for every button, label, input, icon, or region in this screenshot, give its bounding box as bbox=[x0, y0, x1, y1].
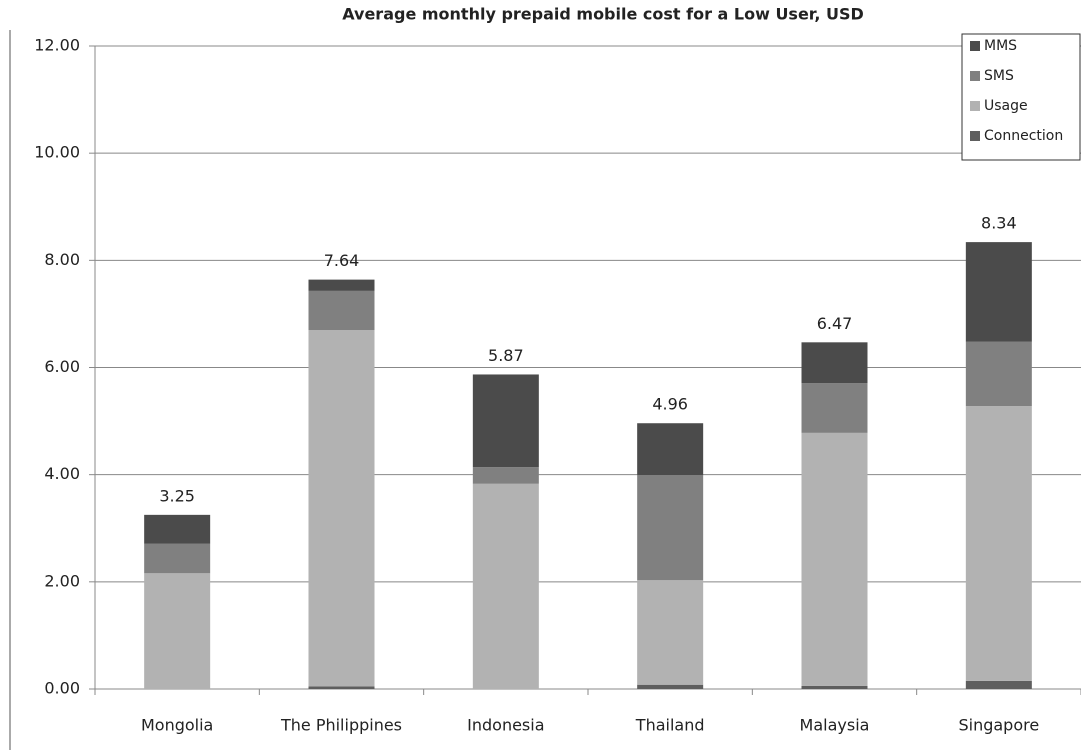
x-tick-label: Thailand bbox=[635, 716, 705, 735]
bar-segment bbox=[965, 406, 1032, 681]
bar-segment bbox=[637, 684, 704, 689]
bar-segment bbox=[472, 374, 539, 468]
bar-segment bbox=[472, 467, 539, 484]
x-tick-label: Singapore bbox=[958, 716, 1039, 735]
total-label: 3.25 bbox=[159, 486, 195, 505]
bar-segment bbox=[308, 686, 375, 689]
x-tick-label: Indonesia bbox=[467, 716, 544, 735]
bar-segment bbox=[144, 543, 211, 574]
bar-segment bbox=[308, 279, 375, 291]
legend-swatch bbox=[970, 71, 980, 81]
legend-swatch bbox=[970, 131, 980, 141]
bar-segment bbox=[472, 483, 539, 689]
x-tick-label: The Philippines bbox=[280, 716, 402, 735]
bar-segment bbox=[801, 342, 868, 384]
total-label: 5.87 bbox=[488, 346, 524, 365]
legend-swatch bbox=[970, 101, 980, 111]
total-label: 7.64 bbox=[324, 251, 360, 270]
bar-segment bbox=[637, 580, 704, 685]
x-tick-label: Mongolia bbox=[141, 716, 213, 735]
y-tick-label: 4.00 bbox=[44, 464, 80, 483]
legend-label: Usage bbox=[984, 98, 1028, 114]
total-label: 6.47 bbox=[817, 314, 853, 333]
bar-segment bbox=[965, 242, 1032, 342]
legend-label: MMS bbox=[984, 38, 1017, 54]
y-tick-label: 12.00 bbox=[34, 36, 80, 55]
y-tick-label: 2.00 bbox=[44, 571, 80, 590]
bar-segment bbox=[801, 432, 868, 686]
bar-segment bbox=[144, 514, 211, 544]
bar-segment bbox=[637, 423, 704, 476]
y-tick-label: 0.00 bbox=[44, 679, 80, 698]
bar-segment bbox=[308, 290, 375, 330]
legend-swatch bbox=[970, 41, 980, 51]
bar-segment bbox=[965, 341, 1032, 407]
legend-label: Connection bbox=[984, 128, 1063, 144]
legend-label: SMS bbox=[984, 68, 1014, 84]
x-tick-label: Malaysia bbox=[800, 716, 870, 735]
bar-segment bbox=[965, 680, 1032, 689]
bar-segment bbox=[308, 329, 375, 687]
y-tick-label: 10.00 bbox=[34, 143, 80, 162]
chart-title: Average monthly prepaid mobile cost for … bbox=[342, 5, 864, 24]
bar-segment bbox=[801, 685, 868, 689]
legend-box bbox=[961, 33, 1081, 161]
total-label: 4.96 bbox=[652, 395, 688, 414]
bar-segment bbox=[801, 383, 868, 433]
bar-segment bbox=[637, 475, 704, 581]
total-label: 8.34 bbox=[981, 214, 1017, 233]
y-tick-label: 6.00 bbox=[44, 357, 80, 376]
y-tick-label: 8.00 bbox=[44, 250, 80, 269]
bar-segment bbox=[144, 573, 211, 689]
